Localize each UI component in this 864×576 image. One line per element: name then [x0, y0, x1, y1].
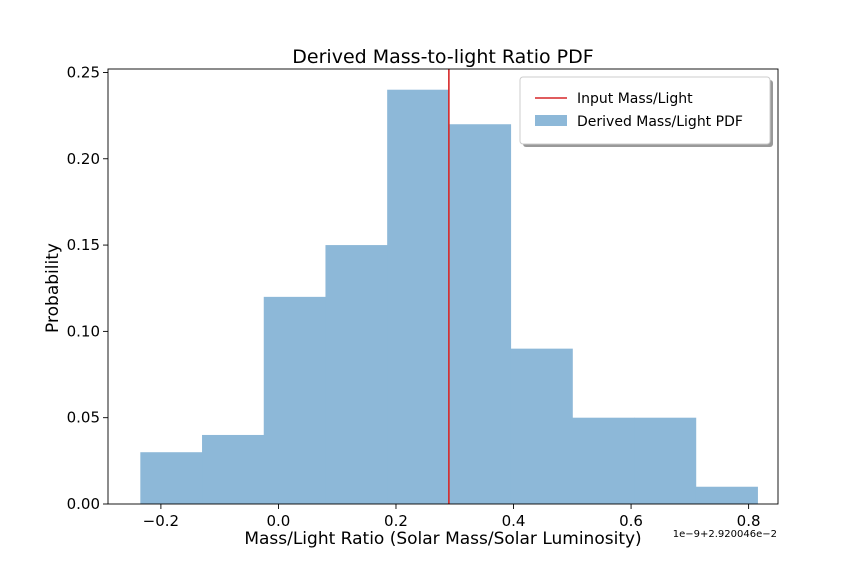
histogram-bar	[325, 245, 388, 505]
x-tick-label: 0.8	[737, 512, 761, 530]
histogram-bar	[634, 417, 697, 504]
x-tick-label: −0.2	[143, 512, 179, 530]
chart-title: Derived Mass-to-light Ratio PDF	[292, 46, 593, 68]
legend: Input Mass/Light Derived Mass/Light PDF	[519, 76, 773, 147]
histogram-bar	[387, 89, 450, 504]
axes-frame	[107, 68, 779, 505]
x-axis-ticks: −0.2 0.0 0.2 0.4 0.6 0.8	[143, 504, 761, 530]
x-tick-label: 0.0	[267, 512, 291, 530]
histogram-bar	[448, 124, 512, 504]
histogram-bars	[140, 89, 758, 505]
x-tick-label: 0.4	[502, 512, 526, 530]
histogram-bar	[202, 434, 265, 504]
legend-label-derived: Derived Mass/Light PDF	[577, 114, 743, 130]
x-tick-label: 0.2	[384, 512, 408, 530]
histogram-bar	[263, 296, 326, 504]
y-tick-label: 0.00	[67, 495, 100, 513]
histogram-bar	[140, 452, 203, 504]
y-axis-label: Probability	[43, 243, 63, 333]
histogram-bar	[695, 486, 758, 504]
y-axis-ticks: 0.00 0.05 0.10 0.15 0.20 0.25	[67, 63, 108, 513]
legend-bar-swatch	[535, 115, 567, 126]
y-tick-label: 0.20	[67, 150, 100, 168]
y-tick-label: 0.05	[67, 409, 100, 427]
y-tick-label: 0.25	[67, 63, 100, 81]
y-tick-label: 0.10	[67, 322, 100, 340]
legend-box	[519, 76, 771, 145]
x-axis-offset-text: 1e−9+2.920046e−2	[673, 529, 777, 540]
x-axis-label: Mass/Light Ratio (Solar Mass/Solar Lumin…	[244, 529, 641, 549]
legend-label-input: Input Mass/Light	[577, 91, 693, 107]
y-tick-label: 0.15	[67, 236, 100, 254]
histogram-bar	[510, 348, 573, 504]
x-tick-label: 0.6	[619, 512, 643, 530]
histogram-bar	[572, 417, 635, 504]
